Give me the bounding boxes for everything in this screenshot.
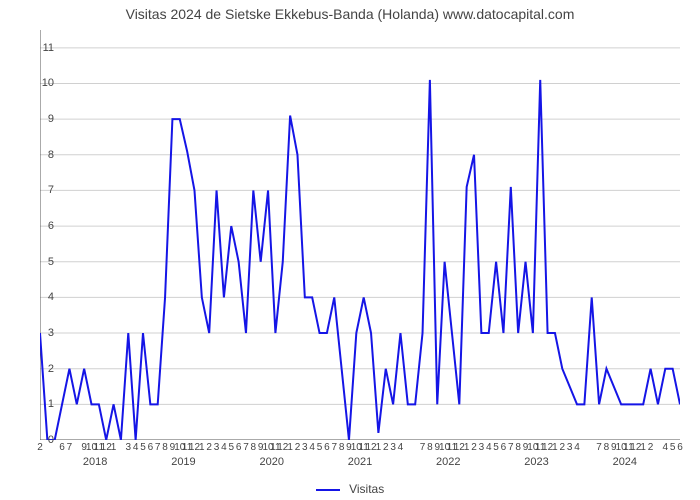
x-tick-label: 8: [162, 442, 168, 453]
x-tick-label: 3: [479, 442, 485, 453]
x-tick-label: 7: [420, 442, 426, 453]
y-tick-label: 9: [24, 113, 54, 125]
x-tick-label: 1: [376, 442, 382, 453]
x-tick-label: 4: [309, 442, 315, 453]
x-tick-label: 3: [302, 442, 308, 453]
x-tick-label: 5: [140, 442, 146, 453]
legend-label: Visitas: [349, 482, 384, 496]
x-tick-label: 7: [243, 442, 249, 453]
y-tick-label: 6: [24, 220, 54, 232]
y-tick-label: 2: [24, 363, 54, 375]
x-tick-label: 5: [670, 442, 676, 453]
x-tick-label: 6: [677, 442, 683, 453]
y-tick-label: 10: [24, 77, 54, 89]
x-tick-label: 1: [287, 442, 293, 453]
x-tick-label: 2: [383, 442, 389, 453]
x-tick-label: 8: [427, 442, 433, 453]
x-tick-label: 1: [199, 442, 205, 453]
x-year-label: 2018: [83, 456, 107, 468]
y-tick-label: 1: [24, 398, 54, 410]
x-year-label: 2020: [259, 456, 283, 468]
x-tick-label: 7: [155, 442, 161, 453]
y-tick-label: 3: [24, 327, 54, 339]
y-tick-label: 8: [24, 149, 54, 161]
x-tick-label: 2: [560, 442, 566, 453]
x-year-label: 2023: [524, 456, 548, 468]
x-tick-label: 7: [508, 442, 514, 453]
x-year-label: 2021: [348, 456, 372, 468]
x-tick-label: 3: [125, 442, 131, 453]
x-tick-label: 8: [515, 442, 521, 453]
x-tick-label: 6: [59, 442, 65, 453]
x-tick-label: 6: [324, 442, 330, 453]
x-tick-label: 2: [295, 442, 301, 453]
x-tick-label: 4: [486, 442, 492, 453]
y-tick-label: 4: [24, 291, 54, 303]
x-tick-label: 2: [206, 442, 212, 453]
x-tick-label: 4: [133, 442, 139, 453]
plot-area: [40, 30, 680, 440]
x-tick-label: 1: [552, 442, 558, 453]
x-tick-label: 7: [67, 442, 73, 453]
chart-title: Visitas 2024 de Sietske Ekkebus-Banda (H…: [0, 6, 700, 22]
x-year-label: 2024: [613, 456, 637, 468]
x-tick-label: 2: [37, 442, 43, 453]
x-tick-label: 2: [648, 442, 654, 453]
x-tick-label: 3: [214, 442, 220, 453]
x-tick-label: 3: [390, 442, 396, 453]
x-tick-label: 3: [567, 442, 573, 453]
legend: Visitas: [0, 482, 700, 496]
x-tick-label: 6: [148, 442, 154, 453]
x-tick-label: 4: [663, 442, 669, 453]
chart-container: Visitas 2024 de Sietske Ekkebus-Banda (H…: [0, 0, 700, 500]
x-tick-label: 4: [574, 442, 580, 453]
x-tick-label: 1: [640, 442, 646, 453]
x-tick-label: 8: [251, 442, 257, 453]
x-tick-label: 4: [221, 442, 227, 453]
x-tick-label: 7: [596, 442, 602, 453]
line-chart-svg: [40, 30, 680, 440]
x-tick-label: 7: [331, 442, 337, 453]
x-tick-label: 8: [604, 442, 610, 453]
x-tick-label: 5: [228, 442, 234, 453]
x-year-label: 2022: [436, 456, 460, 468]
x-tick-label: 4: [398, 442, 404, 453]
x-tick-label: 5: [493, 442, 499, 453]
x-tick-label: 1: [464, 442, 470, 453]
y-tick-label: 5: [24, 256, 54, 268]
x-tick-label: 1: [111, 442, 117, 453]
x-tick-label: 6: [236, 442, 242, 453]
x-tick-label: 6: [501, 442, 507, 453]
x-tick-label: 5: [317, 442, 323, 453]
x-year-label: 2019: [171, 456, 195, 468]
x-tick-label: 2: [471, 442, 477, 453]
x-tick-label: 8: [339, 442, 345, 453]
y-tick-label: 7: [24, 184, 54, 196]
y-tick-label: 11: [24, 42, 54, 54]
legend-line-icon: [316, 489, 340, 491]
